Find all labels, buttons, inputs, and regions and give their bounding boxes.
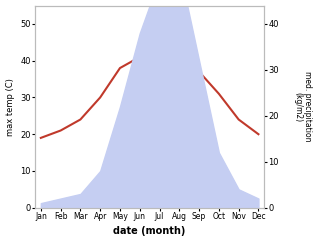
X-axis label: date (month): date (month): [114, 227, 186, 236]
Y-axis label: max temp (C): max temp (C): [5, 78, 15, 136]
Y-axis label: med. precipitation
(kg/m2): med. precipitation (kg/m2): [293, 71, 313, 142]
